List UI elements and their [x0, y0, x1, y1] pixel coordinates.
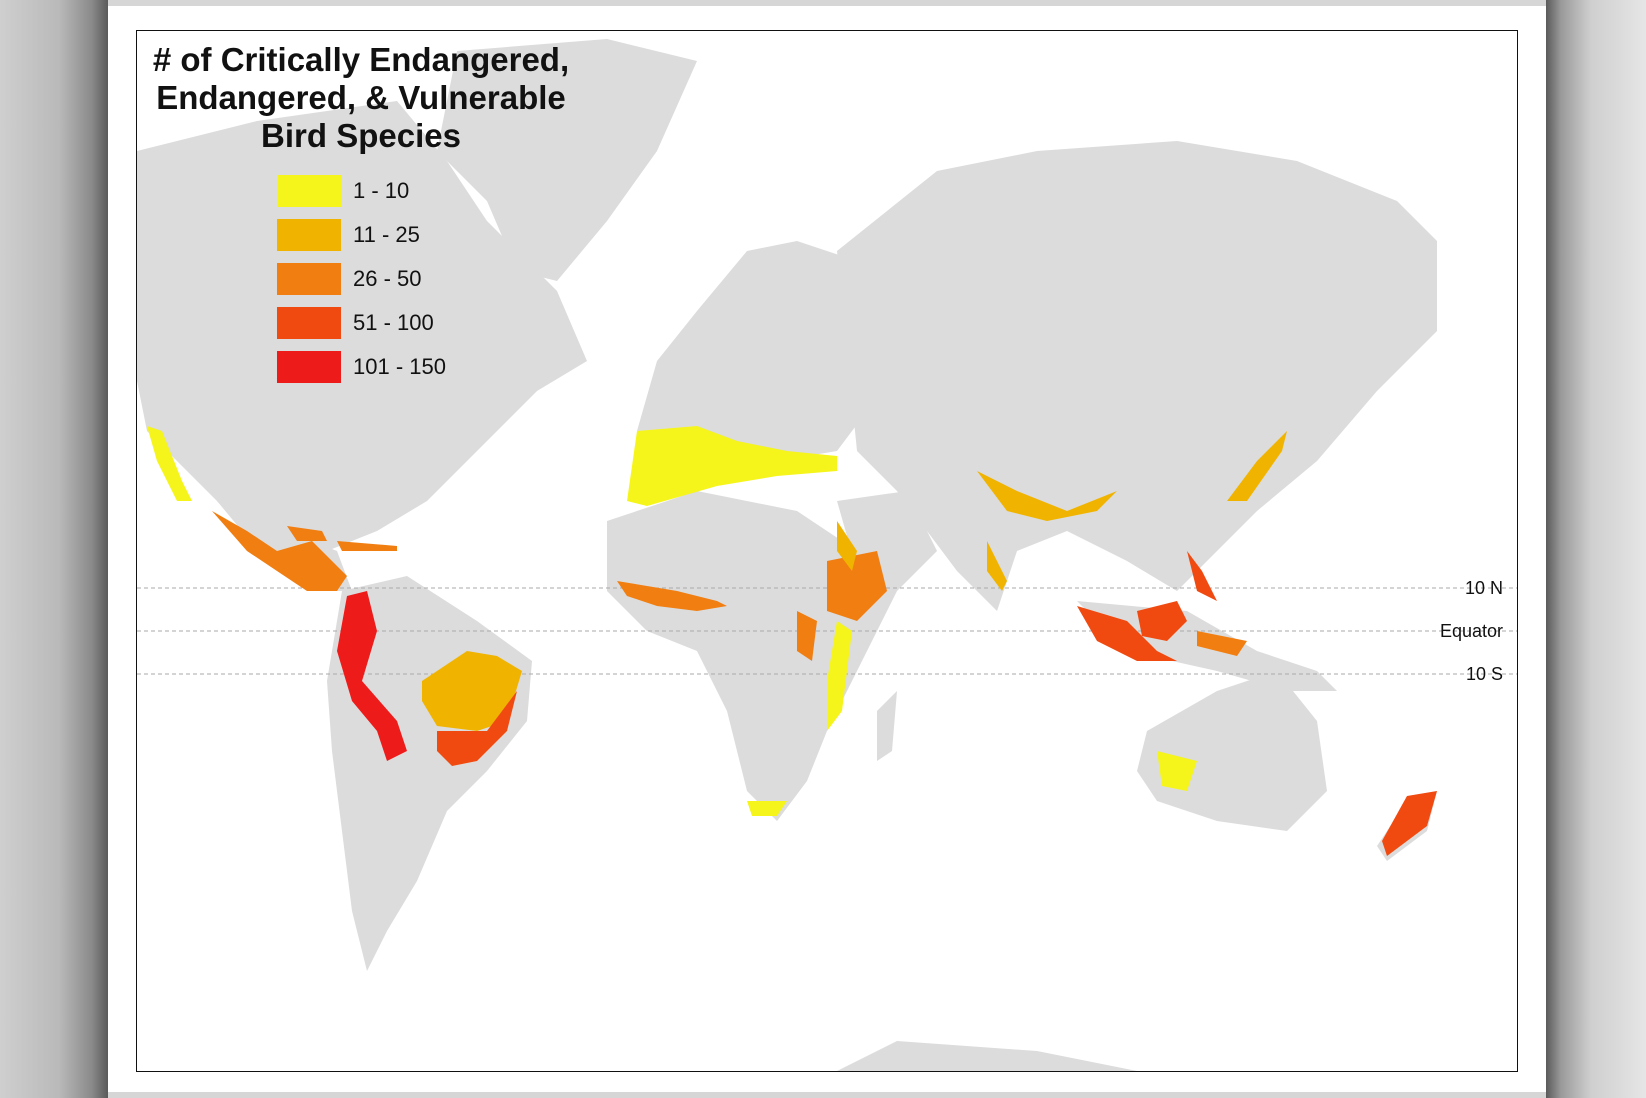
legend-swatch: [277, 219, 341, 251]
region-himalaya: [977, 471, 1117, 521]
region-philippines: [1187, 551, 1217, 601]
region-arabia-coast: [837, 521, 857, 571]
legend-item: 101 - 150: [277, 345, 446, 389]
label-10n: 10 N: [1464, 578, 1503, 598]
region-australia-sw: [1157, 751, 1197, 791]
label-equator: Equator: [1439, 621, 1503, 641]
legend-label: 11 - 25: [353, 222, 420, 247]
land-africa: [607, 491, 897, 821]
region-indonesia: [1077, 606, 1177, 661]
land-madagascar: [877, 691, 897, 761]
title-line: # of Critically Endangered,: [152, 41, 570, 78]
land-japan: [1247, 421, 1297, 511]
land-masses: [137, 39, 1437, 1071]
region-new-guinea: [1197, 631, 1247, 656]
legend-label: 26 - 50: [353, 266, 422, 291]
land-antarctica: [837, 1041, 1137, 1071]
region-west-africa: [617, 581, 727, 611]
region-caribbean: [287, 526, 327, 541]
region-mexico: [212, 511, 347, 591]
title-line: Endangered, & Vulnerable: [156, 79, 566, 116]
region-caribbean-2: [337, 541, 397, 551]
land-north-america: [137, 101, 587, 551]
legend-swatch: [277, 263, 341, 295]
land-europe: [637, 241, 897, 481]
legend-label: 51 - 100: [353, 310, 434, 335]
land-greenland: [437, 39, 697, 281]
legend: 1 - 10 11 - 25 26 - 50 51 - 100 101 - 15…: [277, 169, 446, 389]
legend-swatch: [277, 351, 341, 383]
legend-item: 51 - 100: [277, 301, 446, 345]
region-andes: [337, 591, 407, 761]
species-regions: [147, 426, 1437, 856]
legend-swatch: [277, 175, 341, 207]
region-brazil-southeast: [437, 691, 517, 766]
region-mediterranean: [627, 426, 837, 506]
legend-label: 1 - 10: [353, 178, 410, 203]
legend-item: 1 - 10: [277, 169, 446, 213]
region-new-zealand: [1382, 791, 1437, 856]
land-asia: [837, 141, 1437, 611]
map-title: # of Critically Endangered, Endangered, …: [141, 41, 581, 155]
region-south-africa: [747, 801, 787, 816]
region-horn-africa: [827, 551, 887, 621]
region-california: [147, 426, 192, 501]
region-borneo: [1137, 601, 1187, 641]
map-canvas: [137, 39, 1517, 1071]
legend-item: 26 - 50: [277, 257, 446, 301]
legend-swatch: [277, 307, 341, 339]
left-background-blur: [0, 0, 108, 1098]
land-australia: [1137, 671, 1327, 831]
region-japan: [1227, 431, 1287, 501]
legend-item: 11 - 25: [277, 213, 446, 257]
right-background-blur: [1546, 0, 1646, 1098]
legend-label: 101 - 150: [353, 354, 446, 379]
region-india-coast: [987, 541, 1007, 591]
region-albertine-rift: [797, 611, 817, 661]
region-east-africa-coast: [827, 621, 852, 731]
title-line: Bird Species: [261, 117, 461, 154]
world-map: # of Critically Endangered, Endangered, …: [136, 30, 1518, 1072]
label-10s: 10 S: [1465, 664, 1503, 684]
region-brazil-north: [422, 651, 522, 731]
